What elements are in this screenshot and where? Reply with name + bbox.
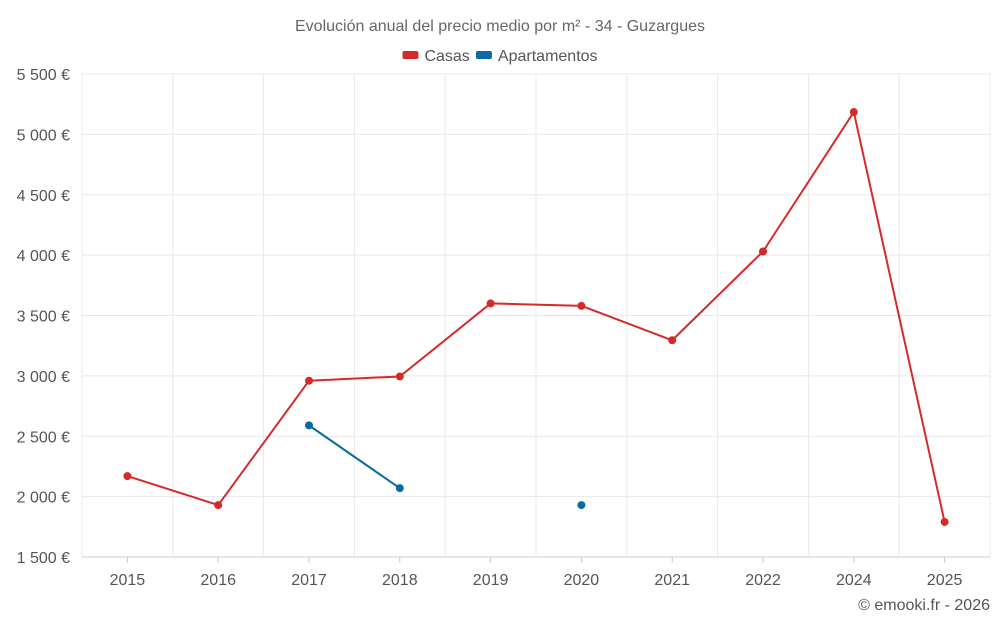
data-point-casas	[759, 247, 767, 256]
x-axis-tick-labels: 2015 2016 2017 2018 2019 2020 2021 2022 2024 2025	[110, 572, 963, 589]
x-tick-label: 2025	[927, 572, 963, 589]
data-point-apartamentos	[395, 484, 404, 493]
data-point-casas	[940, 517, 949, 526]
series-lines	[127, 111, 946, 523]
legend: Casas Apartamentos	[402, 48, 598, 65]
x-tick-label: 2020	[564, 572, 600, 589]
data-point-casas	[214, 501, 223, 510]
data-point-casas	[123, 472, 132, 481]
x-tick-label: 2018	[382, 572, 418, 589]
y-tick-label: 4 000 €	[17, 248, 70, 265]
x-tick-label: 2021	[654, 572, 690, 589]
series-points	[123, 108, 949, 526]
x-tick-label: 2022	[745, 572, 781, 589]
y-axis-tick-labels: 1 500 € 2 000 € 2 500 € 3 000 € 3 500 € 4 000…	[17, 67, 70, 567]
x-tick-label: 2024	[836, 572, 872, 589]
y-tick-label: 5 500 €	[17, 67, 70, 84]
y-tick-label: 1 500 €	[17, 550, 70, 567]
legend-label-apartamentos: Apartamentos	[498, 48, 598, 65]
data-point-apartamentos	[305, 421, 313, 430]
chart-title: Evolución anual del precio medio por m² …	[295, 18, 705, 35]
data-point-casas	[849, 108, 858, 117]
x-tick-label: 2015	[110, 572, 146, 589]
credit-text: © emooki.fr - 2026	[858, 597, 990, 614]
data-point-casas	[577, 301, 586, 310]
y-tick-label: 2 500 €	[17, 429, 70, 446]
data-point-casas	[668, 336, 677, 345]
data-point-casas	[486, 299, 495, 308]
series-line-apartamentos	[308, 424, 401, 489]
x-tick-label: 2017	[291, 572, 327, 589]
data-point-casas	[395, 372, 404, 381]
legend-label-casas: Casas	[424, 48, 469, 65]
data-point-apartamentos	[577, 501, 586, 510]
series-line-casas	[127, 111, 946, 523]
legend-marker-apartamentos	[475, 51, 492, 59]
data-point-casas	[305, 376, 313, 385]
x-tick-label: 2019	[473, 572, 509, 589]
y-tick-label: 3 000 €	[17, 369, 70, 386]
y-tick-label: 3 500 €	[17, 309, 70, 326]
y-tick-label: 2 000 €	[17, 490, 70, 507]
legend-marker-casas	[402, 51, 419, 59]
grid-lines	[81, 73, 991, 563]
y-tick-label: 4 500 €	[17, 188, 70, 205]
x-tick-label: 2016	[200, 572, 236, 589]
y-tick-label: 5 000 €	[17, 127, 70, 144]
